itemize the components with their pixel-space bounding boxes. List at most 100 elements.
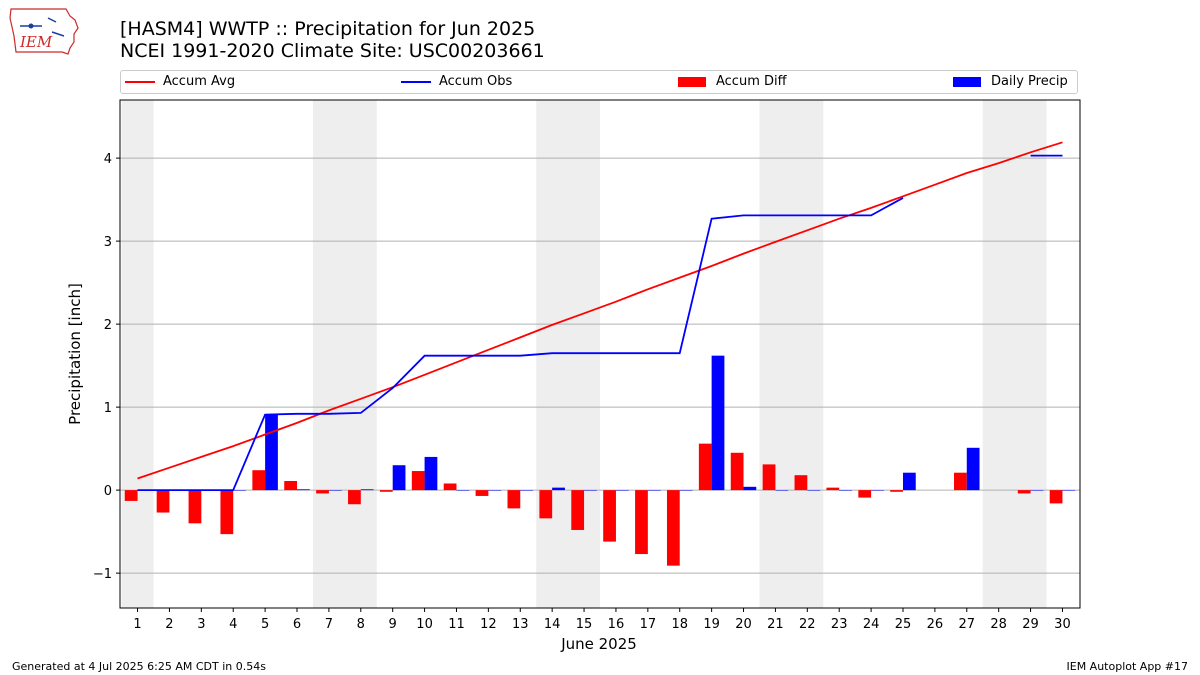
legend-label-accum-avg: Accum Avg [163, 74, 236, 89]
legend-item-accum-diff: Accum Diff [678, 74, 787, 90]
x-tick-label: 30 [1054, 617, 1071, 632]
x-tick-label: 9 [389, 617, 397, 632]
footer-app: IEM Autoplot App #17 [1066, 660, 1189, 673]
weekend-shade-4 [759, 100, 824, 608]
bar-daily-precip-day-30 [1062, 490, 1076, 491]
chart-title-block: [HASM4] WWTP :: Precipitation for Jun 20… [120, 18, 545, 62]
line-accum-avg [137, 141, 1063, 480]
bar-daily-precip-day-5 [265, 414, 278, 491]
x-tick-label: 22 [799, 617, 816, 632]
x-tick-label: 26 [927, 617, 944, 632]
bar-accum-diff-day-24 [858, 490, 872, 498]
bar-daily-precip-day-12 [488, 490, 502, 491]
line-accum-obs-segment-1 [137, 197, 904, 492]
plot-frame [119, 99, 1081, 609]
y-tick-label: 2 [104, 318, 112, 333]
bar-accum-diff-day-20 [730, 452, 744, 491]
logo-text: IEM [19, 33, 53, 51]
legend-item-accum-obs: Accum Obs [401, 74, 512, 90]
bar-accum-diff-day-23 [826, 487, 840, 491]
x-tick-label: 17 [640, 617, 657, 632]
legend-swatch-accum-diff [678, 76, 706, 87]
bar-daily-precip-day-8 [360, 489, 374, 491]
x-tick-label: 10 [416, 617, 433, 632]
legend-swatch-accum-avg [125, 80, 155, 83]
x-tick-label: 6 [293, 617, 301, 632]
x-tick-label: 21 [767, 617, 784, 632]
bar-accum-diff-day-12 [475, 490, 489, 496]
y-tick-label: 0 [104, 484, 112, 499]
bar-accum-diff-day-27 [954, 472, 967, 491]
bar-accum-diff-day-1 [124, 490, 138, 501]
bar-daily-precip-day-17 [647, 490, 661, 491]
x-tick-label: 7 [325, 617, 333, 632]
bar-daily-precip-day-13 [520, 490, 534, 491]
bar-accum-diff-day-10 [411, 471, 425, 491]
bar-accum-diff-day-14 [539, 490, 553, 519]
x-tick-label: 15 [576, 617, 593, 632]
bar-daily-precip-day-4 [233, 490, 246, 491]
legend-item-accum-avg: Accum Avg [125, 74, 235, 90]
bar-accum-diff-day-3 [188, 490, 202, 524]
x-tick-label: 25 [895, 617, 912, 632]
bar-daily-precip-day-11 [456, 490, 470, 491]
x-axis-label: June 2025 [560, 635, 637, 653]
bar-daily-precip-day-21 [775, 490, 789, 491]
legend-swatch-daily-precip [953, 76, 981, 87]
bar-daily-precip-day-14 [552, 487, 565, 491]
bar-daily-precip-day-6 [297, 489, 310, 491]
y-tick-label: 1 [104, 401, 112, 416]
bar-accum-diff-day-21 [762, 464, 776, 491]
bar-daily-precip-day-16 [615, 490, 629, 491]
x-tick-label: 27 [959, 617, 976, 632]
bar-accum-diff-day-13 [507, 490, 521, 509]
x-tick-label: 23 [831, 617, 848, 632]
bar-accum-diff-day-9 [379, 490, 393, 492]
legend-label-accum-diff: Accum Diff [716, 74, 787, 89]
bar-daily-precip-day-7 [328, 490, 342, 491]
bar-accum-diff-day-25 [890, 490, 903, 492]
bar-accum-diff-day-18 [666, 490, 680, 566]
x-tick-label: 14 [544, 617, 561, 632]
chart-title: [HASM4] WWTP :: Precipitation for Jun 20… [120, 18, 536, 40]
bar-accum-diff-day-16 [603, 490, 616, 542]
bar-accum-diff-day-30 [1049, 490, 1063, 504]
x-tick-label: 12 [480, 617, 497, 632]
bar-accum-diff-day-2 [156, 490, 170, 513]
x-tick-label: 1 [133, 617, 141, 632]
bar-accum-diff-day-4 [220, 490, 234, 535]
y-tick-label: 4 [104, 152, 112, 167]
bar-daily-precip-day-10 [424, 456, 438, 491]
x-tick-label: 18 [671, 617, 688, 632]
x-tick-label: 16 [608, 617, 625, 632]
bar-accum-diff-day-8 [348, 490, 361, 505]
weekend-shade-2 [312, 100, 377, 608]
x-tick-label: 13 [512, 617, 529, 632]
bar-accum-diff-day-19 [698, 443, 712, 491]
bar-daily-precip-day-15 [584, 490, 597, 491]
x-tick-label: 5 [261, 617, 269, 632]
x-tick-label: 19 [703, 617, 720, 632]
bar-accum-diff-day-5 [252, 470, 266, 491]
x-tick-label: 24 [863, 617, 880, 632]
legend-swatch-accum-obs [401, 80, 431, 83]
legend-label-daily-precip: Daily Precip [991, 74, 1068, 89]
bar-daily-precip-day-19 [711, 355, 725, 491]
x-tick-label: 3 [197, 617, 205, 632]
x-tick-label: 29 [1022, 617, 1039, 632]
bar-accum-diff-day-17 [635, 490, 648, 555]
x-tick-label: 4 [229, 617, 237, 632]
x-tick-label: 8 [357, 617, 365, 632]
bar-daily-precip-day-25 [902, 472, 916, 491]
chart-legend: Accum Avg Accum Obs Accum Diff Daily Pre… [120, 70, 1078, 94]
legend-label-accum-obs: Accum Obs [439, 74, 513, 89]
bar-daily-precip-day-29 [1030, 490, 1044, 491]
x-tick-label: 2 [165, 617, 173, 632]
bar-accum-diff-day-6 [284, 481, 298, 491]
iem-logo: IEM [9, 8, 79, 55]
x-tick-label: 20 [735, 617, 752, 632]
bar-daily-precip-day-22 [807, 490, 821, 491]
legend-item-daily-precip: Daily Precip [953, 74, 1068, 90]
iowa-outline-icon [9, 8, 79, 55]
